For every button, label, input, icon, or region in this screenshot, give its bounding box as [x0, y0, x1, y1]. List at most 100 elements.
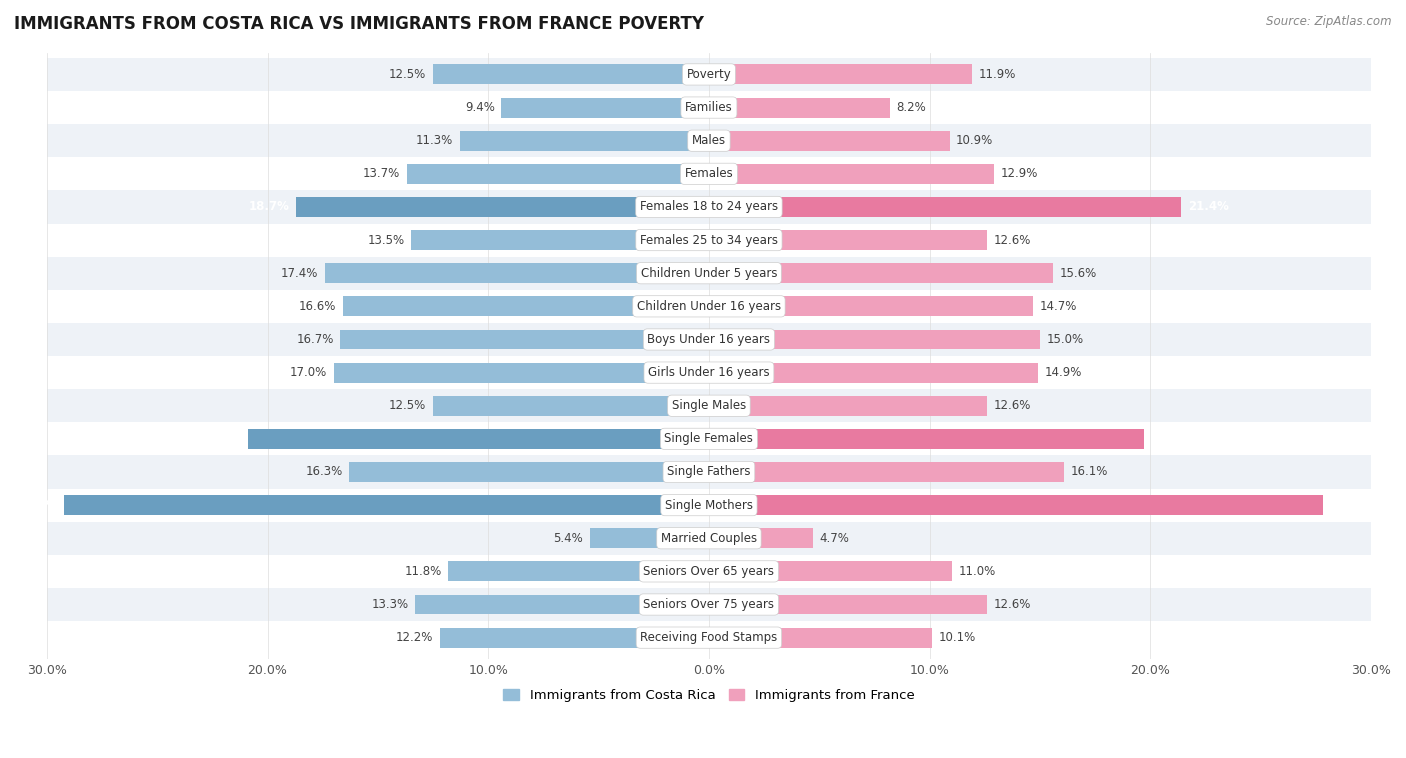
- Bar: [340, 330, 709, 349]
- Text: 11.3%: 11.3%: [416, 134, 453, 147]
- Bar: [46, 58, 1371, 91]
- Bar: [46, 91, 1371, 124]
- Text: 13.5%: 13.5%: [367, 233, 405, 246]
- Legend: Immigrants from Costa Rica, Immigrants from France: Immigrants from Costa Rica, Immigrants f…: [498, 684, 920, 707]
- Text: 15.0%: 15.0%: [1046, 333, 1084, 346]
- Bar: [709, 396, 987, 415]
- Text: Children Under 5 years: Children Under 5 years: [641, 267, 778, 280]
- Text: 12.6%: 12.6%: [994, 399, 1031, 412]
- Bar: [502, 98, 709, 117]
- Text: 14.7%: 14.7%: [1040, 300, 1077, 313]
- Bar: [709, 362, 1038, 383]
- Bar: [343, 296, 709, 316]
- Bar: [46, 621, 1371, 654]
- Bar: [46, 157, 1371, 190]
- Text: 13.3%: 13.3%: [371, 598, 409, 611]
- Text: 20.9%: 20.9%: [200, 432, 240, 446]
- Bar: [46, 190, 1371, 224]
- Text: 18.7%: 18.7%: [249, 200, 290, 214]
- Text: 29.2%: 29.2%: [17, 499, 58, 512]
- Bar: [709, 495, 1323, 515]
- Bar: [46, 588, 1371, 621]
- Bar: [709, 263, 1053, 283]
- Text: Girls Under 16 years: Girls Under 16 years: [648, 366, 769, 379]
- Text: 15.6%: 15.6%: [1060, 267, 1097, 280]
- Text: Single Mothers: Single Mothers: [665, 499, 754, 512]
- Bar: [46, 356, 1371, 389]
- Text: 10.9%: 10.9%: [956, 134, 994, 147]
- Text: 12.9%: 12.9%: [1000, 168, 1038, 180]
- Bar: [709, 230, 987, 250]
- Text: 11.9%: 11.9%: [979, 68, 1015, 81]
- Bar: [589, 528, 709, 548]
- Text: 11.0%: 11.0%: [959, 565, 995, 578]
- Bar: [65, 495, 709, 515]
- Text: Poverty: Poverty: [686, 68, 731, 81]
- Bar: [449, 562, 709, 581]
- Text: Females 18 to 24 years: Females 18 to 24 years: [640, 200, 778, 214]
- Text: Single Females: Single Females: [665, 432, 754, 446]
- Text: 16.1%: 16.1%: [1071, 465, 1108, 478]
- Text: 10.1%: 10.1%: [938, 631, 976, 644]
- Bar: [247, 429, 709, 449]
- Text: IMMIGRANTS FROM COSTA RICA VS IMMIGRANTS FROM FRANCE POVERTY: IMMIGRANTS FROM COSTA RICA VS IMMIGRANTS…: [14, 15, 704, 33]
- Bar: [709, 296, 1033, 316]
- Bar: [709, 197, 1181, 217]
- Text: Single Males: Single Males: [672, 399, 747, 412]
- Text: 13.7%: 13.7%: [363, 168, 399, 180]
- Bar: [460, 130, 709, 151]
- Bar: [46, 555, 1371, 588]
- Bar: [46, 323, 1371, 356]
- Text: 27.8%: 27.8%: [1329, 499, 1369, 512]
- Text: 12.6%: 12.6%: [994, 598, 1031, 611]
- Text: Females: Females: [685, 168, 734, 180]
- Text: Seniors Over 65 years: Seniors Over 65 years: [644, 565, 775, 578]
- Bar: [325, 263, 709, 283]
- Text: 4.7%: 4.7%: [820, 532, 849, 545]
- Text: 12.5%: 12.5%: [389, 68, 426, 81]
- Text: Families: Families: [685, 101, 733, 114]
- Bar: [709, 130, 949, 151]
- Text: Married Couples: Married Couples: [661, 532, 756, 545]
- Bar: [709, 528, 813, 548]
- Bar: [411, 230, 709, 250]
- Bar: [709, 594, 987, 615]
- Text: Children Under 16 years: Children Under 16 years: [637, 300, 780, 313]
- Text: 5.4%: 5.4%: [554, 532, 583, 545]
- Bar: [46, 422, 1371, 456]
- Bar: [433, 64, 709, 84]
- Text: 12.5%: 12.5%: [389, 399, 426, 412]
- Text: 19.7%: 19.7%: [1150, 432, 1191, 446]
- Bar: [46, 456, 1371, 489]
- Bar: [709, 330, 1040, 349]
- Text: 17.4%: 17.4%: [281, 267, 318, 280]
- Bar: [349, 462, 709, 482]
- Text: Receiving Food Stamps: Receiving Food Stamps: [640, 631, 778, 644]
- Bar: [709, 429, 1143, 449]
- Text: 16.6%: 16.6%: [298, 300, 336, 313]
- Bar: [46, 290, 1371, 323]
- Text: 14.9%: 14.9%: [1045, 366, 1081, 379]
- Bar: [709, 64, 972, 84]
- Bar: [46, 224, 1371, 257]
- Bar: [46, 257, 1371, 290]
- Bar: [709, 628, 932, 647]
- Bar: [46, 522, 1371, 555]
- Bar: [440, 628, 709, 647]
- Bar: [433, 396, 709, 415]
- Bar: [333, 362, 709, 383]
- Text: Source: ZipAtlas.com: Source: ZipAtlas.com: [1267, 15, 1392, 28]
- Text: Boys Under 16 years: Boys Under 16 years: [647, 333, 770, 346]
- Text: 12.2%: 12.2%: [395, 631, 433, 644]
- Text: 16.7%: 16.7%: [297, 333, 333, 346]
- Text: Males: Males: [692, 134, 725, 147]
- Bar: [709, 164, 994, 183]
- Text: 8.2%: 8.2%: [897, 101, 927, 114]
- Text: Females 25 to 34 years: Females 25 to 34 years: [640, 233, 778, 246]
- Text: 21.4%: 21.4%: [1188, 200, 1229, 214]
- Text: 12.6%: 12.6%: [994, 233, 1031, 246]
- Bar: [709, 98, 890, 117]
- Bar: [709, 562, 952, 581]
- Bar: [406, 164, 709, 183]
- Text: 9.4%: 9.4%: [465, 101, 495, 114]
